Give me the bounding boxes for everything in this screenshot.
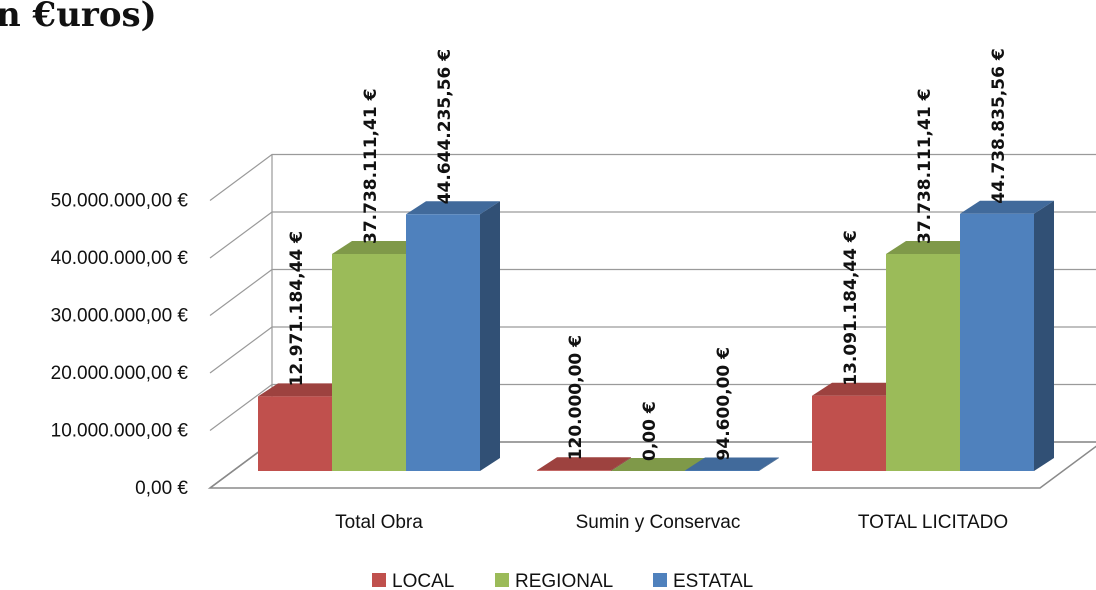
gridline-1 [209, 383, 1096, 431]
y-tick-label: 40.000.000,00 € [51, 248, 189, 269]
bar-front-face [812, 395, 886, 471]
legend-item-local: LOCAL [372, 571, 454, 590]
bar-regional-1 [611, 458, 705, 471]
bar-front-face [332, 254, 406, 471]
bar-estatal-0 [406, 201, 500, 471]
bar-top-face [611, 458, 705, 471]
x-category-label: Total Obra [335, 512, 423, 533]
bar-estatal-2 [960, 200, 1054, 471]
data-label-regional-0: 37.738.111,41 € [361, 89, 381, 244]
legend-swatch [653, 573, 667, 587]
x-category-label: TOTAL LICITADO [858, 512, 1008, 533]
legend-label: LOCAL [392, 571, 454, 590]
legend-item-regional: REGIONAL [495, 571, 613, 590]
legend-label: REGIONAL [515, 571, 613, 590]
bar-side-face [1034, 200, 1054, 471]
data-label-local-0: 12.971.184,44 € [287, 231, 307, 386]
gridlines [209, 153, 1096, 489]
bar-front-face [537, 470, 611, 471]
bar-side-face [611, 457, 631, 471]
y-tick-label: 10.000.000,00 € [51, 421, 189, 442]
legend-swatch [372, 573, 386, 587]
y-tick-label: 50.000.000,00 € [51, 191, 189, 212]
bar-side-face [480, 201, 500, 471]
gridline-4 [209, 211, 1096, 259]
y-tick-label: 30.000.000,00 € [51, 306, 189, 327]
bar-top-face [537, 457, 631, 471]
bar-estatal-1 [685, 457, 779, 471]
bar-top-face [258, 383, 352, 397]
gridline-5 [209, 153, 1096, 201]
data-labels: 12.971.184,44 € 37.738.111,41 € 44.644.235… [287, 48, 1009, 461]
bar-front-face [406, 214, 480, 471]
gridline-2 [209, 326, 1096, 374]
x-axis-category-labels: Total Obra Sumin y Conservac TOTAL LICITAD… [335, 512, 1008, 533]
bar-top-face [332, 241, 426, 255]
bar-local-1 [537, 457, 631, 471]
data-label-local-2: 13.091.184,44 € [841, 230, 861, 385]
bar-side-face [759, 457, 779, 471]
bar-top-face [886, 241, 980, 255]
data-label-regional-1: 0,00 € [640, 401, 660, 461]
y-tick-label: 20.000.000,00 € [51, 363, 189, 384]
bar-top-face [812, 382, 906, 396]
data-label-estatal-2: 44.738.835,56 € [989, 48, 1009, 203]
bars [258, 200, 1054, 471]
bar-top-face [960, 200, 1054, 214]
data-label-estatal-1: 94.600,00 € [714, 347, 734, 460]
legend-label: ESTATAL [673, 571, 753, 590]
bar-front-face [960, 213, 1034, 471]
legend-item-estatal: ESTATAL [653, 571, 753, 590]
bar-front-face [685, 470, 759, 471]
chart-title-fragment: n €uros) [0, 0, 157, 35]
y-tick-label: 0,00 € [135, 478, 188, 499]
x-category-label: Sumin y Conservac [576, 512, 741, 533]
data-label-regional-2: 37.738.111,41 € [915, 89, 935, 244]
legend-swatch [495, 573, 509, 587]
data-label-estatal-0: 44.644.235,56 € [435, 49, 455, 204]
gridline-3 [209, 268, 1096, 316]
bar-top-face [685, 457, 779, 471]
bar-front-face [258, 396, 332, 471]
y-axis-tick-labels: 0,00 € 10.000.000,00 € 20.000.000,00 € 30.0… [51, 191, 189, 500]
legend: LOCAL REGIONAL ESTATAL [372, 571, 753, 590]
bar-top-face [406, 201, 500, 215]
data-label-local-1: 120.000,00 € [566, 335, 586, 460]
bar-front-face [886, 254, 960, 471]
